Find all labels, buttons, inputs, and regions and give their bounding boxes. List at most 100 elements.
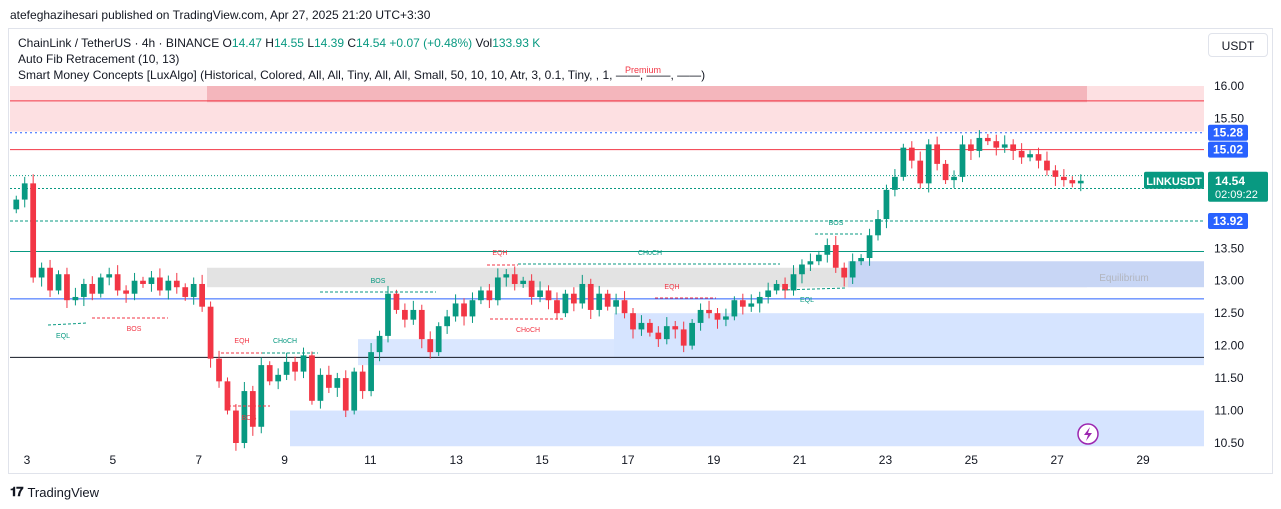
candle-body: [630, 313, 636, 330]
candle-body: [672, 326, 679, 330]
candle-body: [1060, 176, 1067, 181]
time-tick: 27: [1050, 453, 1064, 467]
candle-body: [469, 300, 476, 317]
indicator-fib[interactable]: Auto Fib Retracement (10, 13): [18, 52, 180, 66]
low-value: 14.39: [314, 36, 345, 50]
indicator-smc[interactable]: Smart Money Concepts [LuxAlgo] (Historic…: [18, 68, 706, 82]
candle-body: [207, 306, 214, 359]
change-value: +0.07 (+0.48%): [389, 36, 473, 50]
price-badge-1: [1208, 141, 1248, 158]
candle-body: [368, 352, 374, 392]
candle-body: [528, 280, 535, 297]
label-eql-2: EQL: [800, 297, 814, 304]
time-tick: 19: [707, 453, 721, 467]
symbol-name[interactable]: ChainLink / TetherUS · 4h · BINANCE: [18, 36, 220, 50]
candle-body: [402, 309, 408, 320]
price-badge-label-0: 15.28: [1213, 126, 1243, 140]
last-price-badge: [1208, 171, 1268, 202]
label-choch-1: CHoCH: [273, 338, 297, 345]
currency-button[interactable]: USDT: [1208, 33, 1268, 57]
price-badge-3: [1208, 213, 1248, 230]
candle-body: [858, 258, 864, 262]
candle-body: [283, 361, 290, 375]
candle-body: [486, 290, 493, 301]
price-tick: 15.50: [1214, 111, 1244, 125]
candle-body: [731, 300, 738, 317]
candle-body: [199, 283, 206, 307]
candle-body: [942, 163, 949, 181]
candle-body: [739, 300, 746, 307]
label-bos-1: BOS: [127, 326, 142, 333]
candle-body: [562, 293, 569, 314]
lightning-bolt-icon: [1084, 427, 1092, 441]
price-badge-0: [1208, 124, 1248, 141]
candle-body: [900, 147, 907, 177]
candle-body: [359, 371, 366, 392]
chart-frame[interactable]: [8, 28, 1273, 474]
demand-zone-2: [358, 339, 1204, 366]
candle-body: [300, 355, 307, 372]
candle-body: [604, 293, 611, 307]
candle-body: [706, 309, 712, 314]
label-choch-2: CHoCH: [638, 250, 662, 257]
candle-body: [638, 322, 645, 330]
candle-body: [1077, 180, 1084, 184]
label-bos-2: BOS: [242, 415, 257, 422]
chart-legend: ChainLink / TetherUS · 4h · BINANCE O14.…: [18, 35, 705, 83]
candle-body: [892, 176, 898, 190]
candle-body: [55, 274, 62, 291]
candle-body: [883, 189, 890, 220]
candle-body: [435, 326, 442, 353]
candle-body: [165, 280, 172, 291]
candle-body: [30, 183, 37, 278]
candle-body: [807, 261, 814, 265]
time-tick: 13: [450, 453, 464, 467]
volume-value: 133.93 K: [492, 36, 541, 50]
candle-body: [1035, 154, 1042, 161]
candle-body: [334, 378, 341, 388]
candle-body: [38, 267, 45, 278]
price-tick: 12.50: [1214, 306, 1244, 320]
time-tick: 15: [535, 453, 549, 467]
structure-line-0: [47, 322, 88, 326]
candle-body: [266, 365, 273, 382]
footer-brand[interactable]: 𝟏𝟕 TradingView: [10, 484, 99, 500]
candle-body: [123, 290, 129, 294]
candle-body: [385, 293, 391, 336]
candle-body: [275, 374, 282, 382]
candle-body: [1044, 160, 1050, 171]
legend-symbol-row: ChainLink / TetherUS · 4h · BINANCE O14.…: [18, 35, 705, 51]
structure-line-11: [781, 287, 847, 291]
candle-body: [1001, 144, 1008, 148]
candle-body: [224, 381, 231, 411]
time-tick: 17: [621, 453, 635, 467]
candle-body: [545, 290, 552, 301]
candle-body: [596, 293, 603, 310]
candle-body: [680, 329, 687, 346]
candle-countdown: 02:09:22: [1215, 189, 1258, 201]
candle-body: [258, 365, 265, 427]
candle-body: [106, 274, 113, 278]
candle-body: [976, 137, 983, 151]
close-value: 14.54: [356, 36, 387, 50]
candle-body: [241, 391, 248, 443]
label-eqh-3: EQH: [664, 284, 679, 291]
price-tick: 11.00: [1214, 404, 1243, 418]
candle-body: [47, 267, 53, 291]
volume-key: Vol: [475, 36, 493, 50]
candle-body: [1069, 180, 1076, 184]
candle-body: [655, 332, 662, 340]
candle-body: [613, 300, 619, 307]
candle-body: [1027, 154, 1033, 158]
high-key: H: [265, 36, 274, 50]
candle-body: [934, 144, 941, 164]
premium-label: Premium: [625, 65, 661, 75]
label-eqh-1: EQH: [234, 338, 249, 345]
candle-body: [351, 371, 358, 411]
candle-body: [765, 290, 772, 297]
candle-body: [131, 280, 138, 294]
last-price-value: 14.54: [1215, 174, 1245, 188]
candle-body: [452, 303, 459, 317]
price-tick: 13.50: [1214, 241, 1244, 255]
